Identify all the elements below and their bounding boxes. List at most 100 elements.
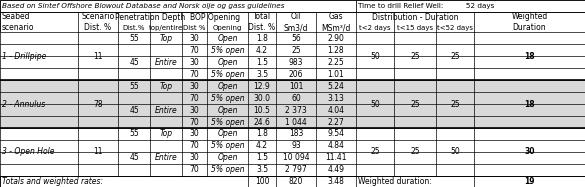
- Text: 4.49: 4.49: [328, 165, 345, 174]
- Text: 5% open: 5% open: [211, 70, 245, 79]
- Text: Total
Dist. %: Total Dist. %: [249, 12, 276, 32]
- Bar: [0, 152, 585, 164]
- Text: 70: 70: [190, 165, 199, 174]
- Text: Open: Open: [217, 82, 238, 91]
- Text: 25: 25: [291, 45, 301, 54]
- Text: 1.28: 1.28: [328, 45, 345, 54]
- Bar: [0, 176, 585, 187]
- Text: Open: Open: [217, 105, 238, 114]
- Text: 55: 55: [129, 82, 139, 91]
- Text: 11: 11: [93, 148, 103, 157]
- Bar: [0, 32, 585, 44]
- Text: 70: 70: [190, 70, 199, 79]
- Text: 3.48: 3.48: [328, 177, 345, 186]
- Text: 5% open: 5% open: [211, 45, 245, 54]
- Text: 70: 70: [190, 94, 199, 102]
- Text: Dist %: Dist %: [183, 25, 206, 31]
- Text: t<52 days: t<52 days: [437, 25, 473, 31]
- Bar: [0, 104, 585, 116]
- Bar: [0, 44, 585, 56]
- Text: 78: 78: [93, 99, 103, 108]
- Text: 18: 18: [524, 51, 535, 61]
- Text: BOP Opening: BOP Opening: [190, 13, 240, 22]
- Bar: [0, 176, 585, 187]
- Text: Top: Top: [160, 33, 173, 42]
- Text: 50: 50: [370, 51, 380, 61]
- Text: 183: 183: [289, 130, 303, 139]
- Text: 25: 25: [450, 51, 460, 61]
- Text: 10.5: 10.5: [253, 105, 270, 114]
- Text: Entire: Entire: [154, 57, 177, 67]
- Text: 45: 45: [129, 57, 139, 67]
- Text: Totals and weighted rates:: Totals and weighted rates:: [2, 177, 103, 186]
- Bar: [0, 12, 585, 32]
- Text: 3 - Open Hole: 3 - Open Hole: [2, 148, 54, 157]
- Text: 5.24: 5.24: [328, 82, 345, 91]
- Text: 10 094: 10 094: [283, 154, 309, 163]
- Text: 3.13: 3.13: [328, 94, 345, 102]
- Text: Open: Open: [217, 130, 238, 139]
- Text: top/entire: top/entire: [149, 25, 183, 31]
- Bar: [0, 164, 585, 176]
- Text: 11: 11: [93, 51, 103, 61]
- Bar: [0, 56, 585, 68]
- Text: Penetration Depth: Penetration Depth: [115, 13, 185, 22]
- Text: 70: 70: [190, 142, 199, 151]
- Bar: [356, 0, 585, 12]
- Text: 2 - Annulus: 2 - Annulus: [2, 99, 45, 108]
- Text: 9.54: 9.54: [328, 130, 345, 139]
- Text: 101: 101: [289, 82, 303, 91]
- Text: Entire: Entire: [154, 154, 177, 163]
- Text: t<15 days: t<15 days: [397, 25, 433, 31]
- Bar: [0, 92, 585, 104]
- Text: Top: Top: [160, 82, 173, 91]
- Text: Open: Open: [217, 154, 238, 163]
- Text: 1.8: 1.8: [256, 130, 268, 139]
- Text: 30: 30: [190, 105, 199, 114]
- Bar: [0, 0, 356, 12]
- Text: Weighted duration:: Weighted duration:: [358, 177, 432, 186]
- Text: 4.2: 4.2: [256, 142, 268, 151]
- Text: Dist.%: Dist.%: [123, 25, 145, 31]
- Bar: [0, 140, 585, 152]
- Text: 30: 30: [190, 57, 199, 67]
- Text: 5% open: 5% open: [211, 94, 245, 102]
- Text: 56: 56: [291, 33, 301, 42]
- Text: Time to drill Relief Well:          52 days: Time to drill Relief Well: 52 days: [358, 3, 494, 9]
- Text: 45: 45: [129, 105, 139, 114]
- Text: 100: 100: [254, 177, 269, 186]
- Text: 12.9: 12.9: [254, 82, 270, 91]
- Text: Distribution - Duration: Distribution - Duration: [371, 13, 458, 22]
- Text: 5% open: 5% open: [211, 165, 245, 174]
- Bar: [0, 80, 585, 92]
- Text: 1.01: 1.01: [328, 70, 345, 79]
- Text: Gas
MSm³/d: Gas MSm³/d: [321, 12, 350, 32]
- Text: 1.5: 1.5: [256, 154, 268, 163]
- Text: 206: 206: [289, 70, 303, 79]
- Text: 30: 30: [524, 148, 535, 157]
- Text: 4.2: 4.2: [256, 45, 268, 54]
- Text: 2.25: 2.25: [328, 57, 345, 67]
- Text: Open: Open: [217, 33, 238, 42]
- Bar: [0, 0, 585, 12]
- Text: 25: 25: [410, 51, 420, 61]
- Text: 19: 19: [524, 177, 535, 186]
- Text: 5% open: 5% open: [211, 117, 245, 126]
- Text: 1.8: 1.8: [256, 33, 268, 42]
- Text: 3.5: 3.5: [256, 70, 268, 79]
- Text: 30: 30: [190, 130, 199, 139]
- Text: 11.41: 11.41: [325, 154, 347, 163]
- Text: 983: 983: [289, 57, 303, 67]
- Text: 5% open: 5% open: [211, 142, 245, 151]
- Text: 50: 50: [450, 148, 460, 157]
- Text: 55: 55: [129, 33, 139, 42]
- Text: 2 373: 2 373: [285, 105, 307, 114]
- Text: 30: 30: [190, 154, 199, 163]
- Text: Weighted
Duration: Weighted Duration: [511, 12, 548, 32]
- Text: 3.5: 3.5: [256, 165, 268, 174]
- Text: Seabed
scenario: Seabed scenario: [2, 12, 35, 32]
- Bar: [0, 128, 585, 140]
- Text: Oil
Sm3/d: Oil Sm3/d: [284, 12, 308, 32]
- Text: 60: 60: [291, 94, 301, 102]
- Text: 1 044: 1 044: [285, 117, 307, 126]
